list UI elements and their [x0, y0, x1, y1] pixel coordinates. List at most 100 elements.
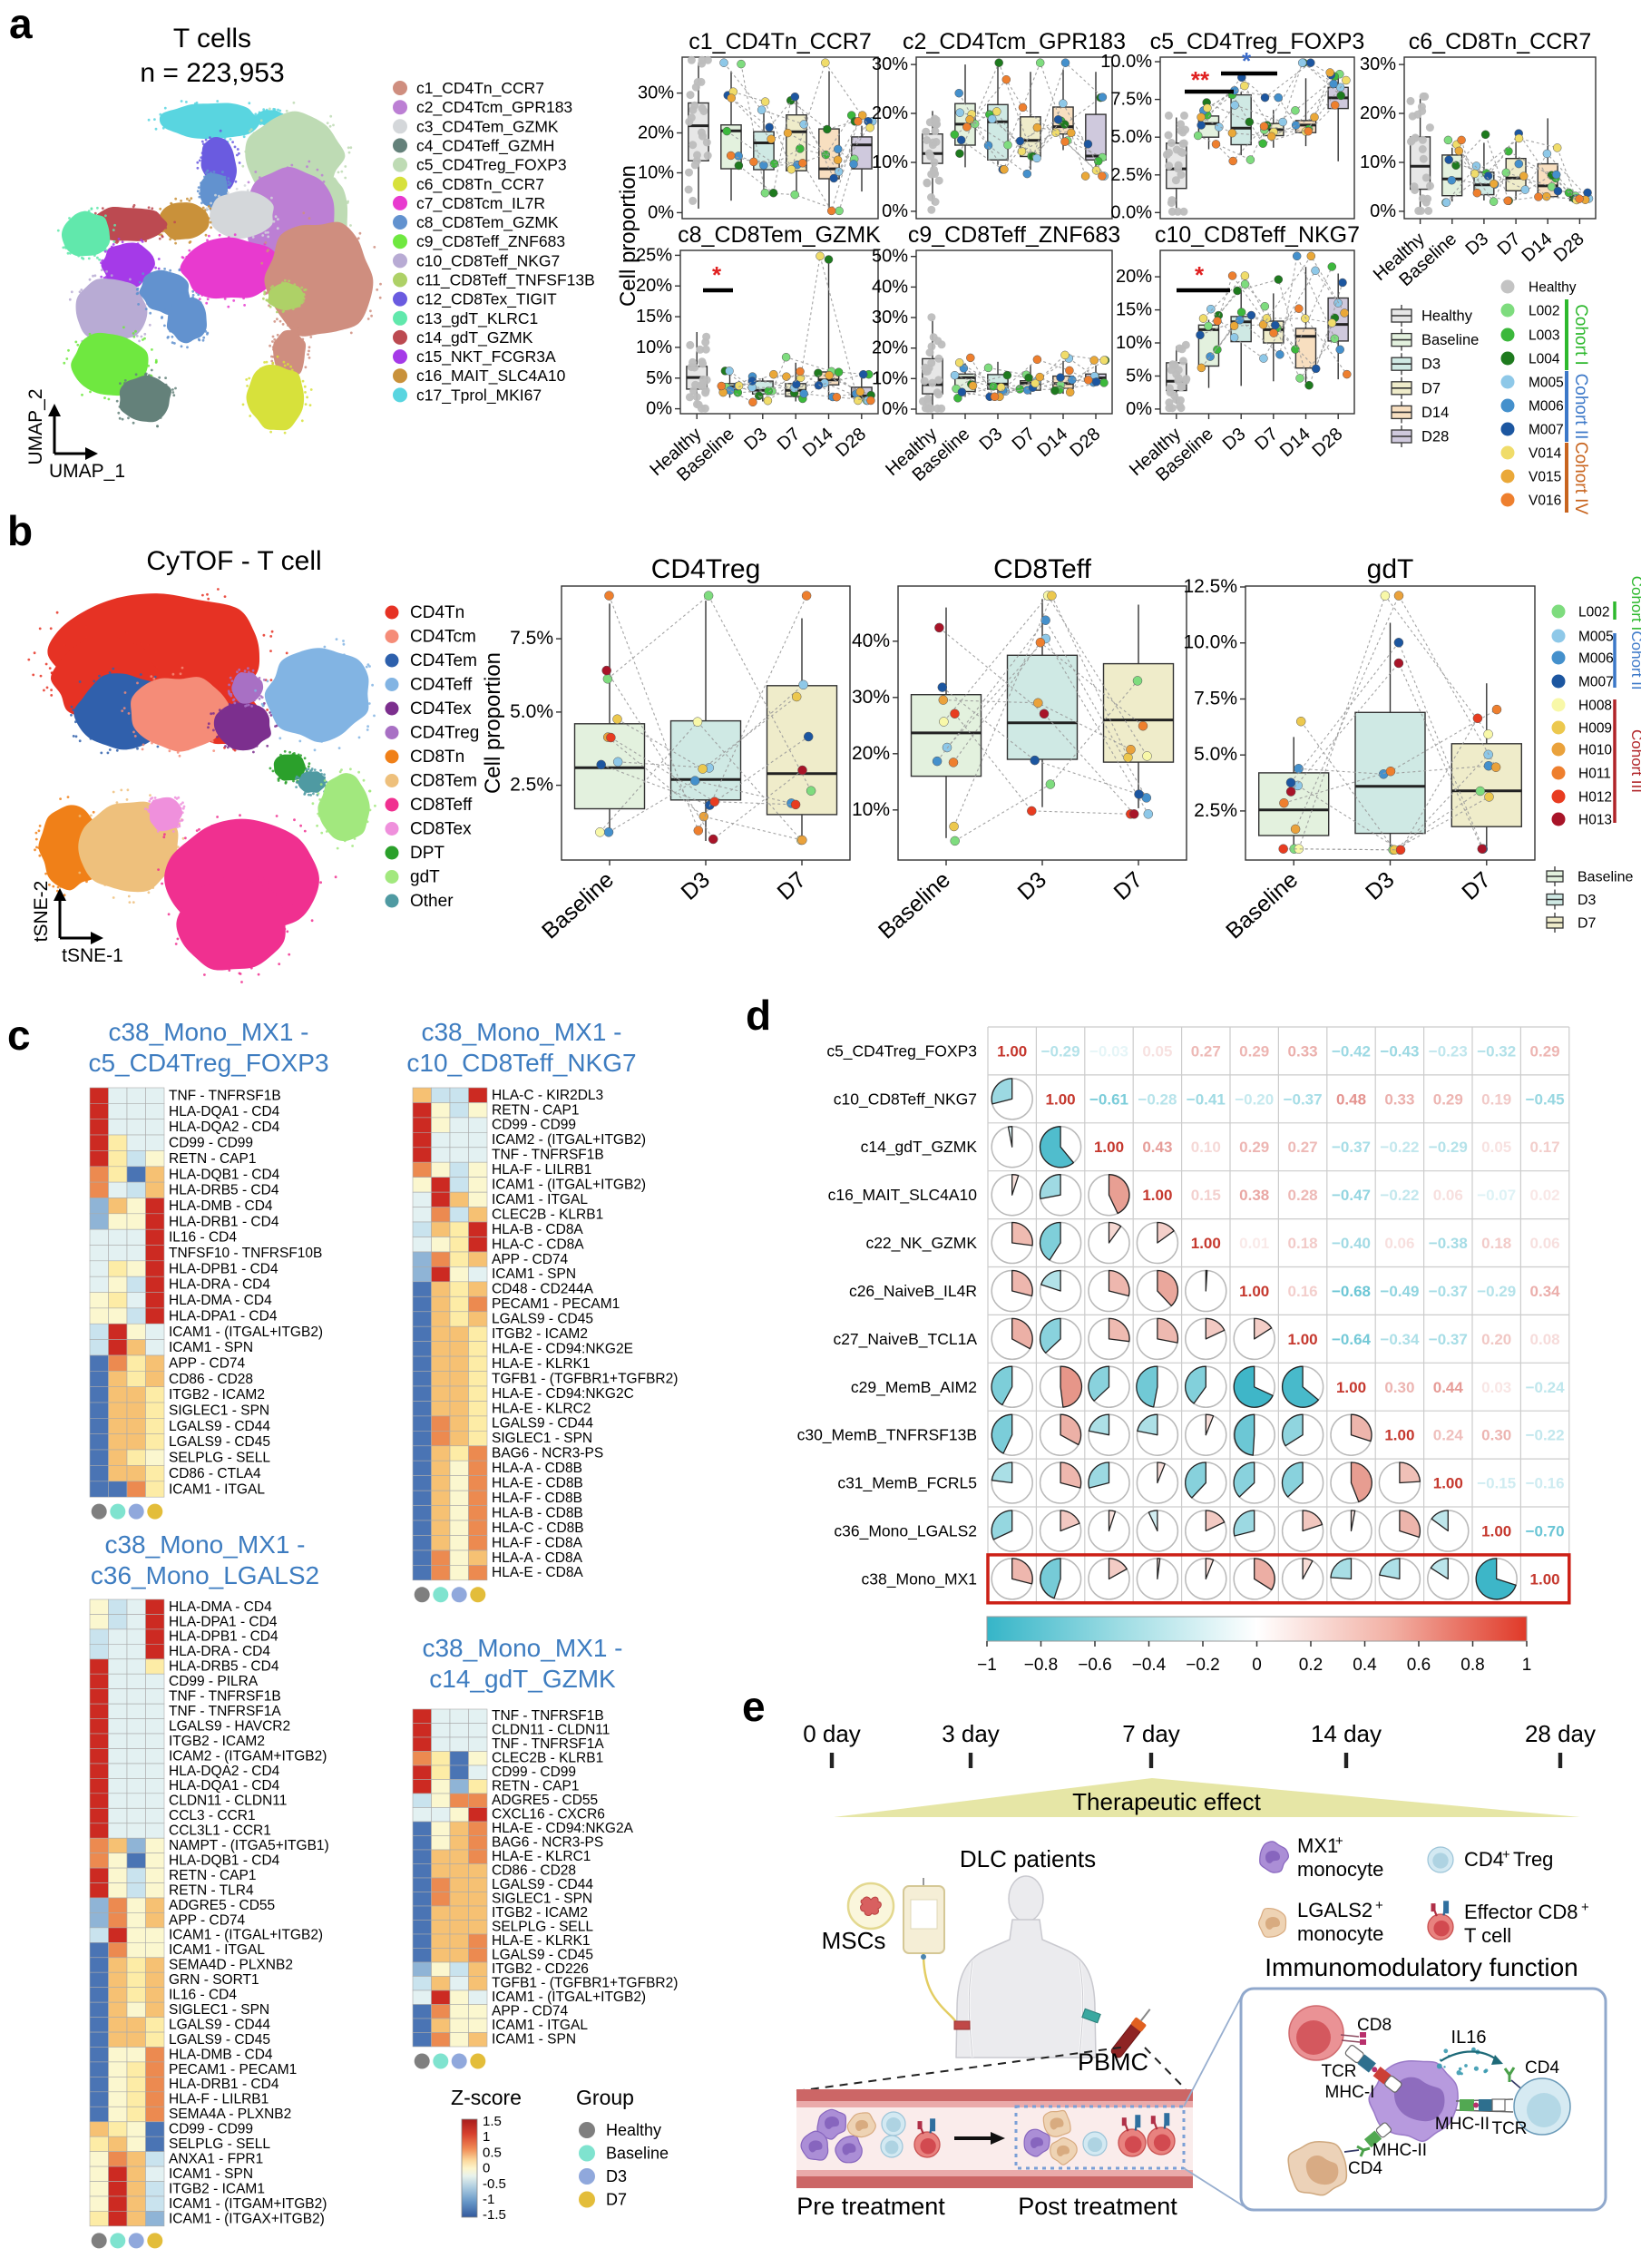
svg-text:HLA-E - KLRC2: HLA-E - KLRC2	[492, 1401, 591, 1416]
svg-text:0.30: 0.30	[1384, 1379, 1414, 1396]
svg-text:−0.47: −0.47	[1332, 1187, 1371, 1204]
svg-text:HLA-B - CD8A: HLA-B - CD8A	[492, 1222, 583, 1237]
svg-text:T cells: T cells	[173, 24, 251, 54]
svg-text:HLA-DQA2 - CD4: HLA-DQA2 - CD4	[169, 1119, 280, 1135]
svg-text:1.00: 1.00	[997, 1043, 1027, 1061]
svg-text:−0.37: −0.37	[1429, 1283, 1468, 1300]
svg-text:−0.6: −0.6	[1078, 1656, 1112, 1675]
svg-text:RETN - CAP1: RETN - CAP1	[169, 1151, 256, 1167]
svg-text:CD99 - CD99: CD99 - CD99	[169, 2122, 253, 2137]
svg-text:HLA-A - CD8B: HLA-A - CD8B	[492, 1461, 582, 1476]
svg-text:SEMA4A - PLXNB2: SEMA4A - PLXNB2	[169, 2107, 291, 2122]
svg-text:30%: 30%	[872, 54, 908, 74]
svg-text:HLA-F - CD8A: HLA-F - CD8A	[492, 1535, 583, 1550]
svg-text:ICAM1 - ITGAL: ICAM1 - ITGAL	[169, 1481, 265, 1497]
svg-text:ICAM1 - (ITGAL+ITGB2): ICAM1 - (ITGAL+ITGB2)	[492, 1989, 646, 2005]
svg-text:HLA-DPA1 - CD4: HLA-DPA1 - CD4	[169, 1614, 278, 1629]
svg-text:MX1: MX1	[1297, 1834, 1338, 1857]
svg-text:Cohort I: Cohort I	[1628, 576, 1641, 631]
svg-text:−0.32: −0.32	[1477, 1043, 1516, 1061]
svg-text:LGALS9 - CD45: LGALS9 - CD45	[169, 1434, 270, 1450]
svg-text:ITGB2 - ICAM2: ITGB2 - ICAM2	[492, 1326, 588, 1342]
svg-text:APP - CD74: APP - CD74	[169, 1912, 246, 1928]
svg-text:D7: D7	[1421, 380, 1441, 396]
svg-text:−0.61: −0.61	[1089, 1090, 1128, 1108]
svg-text:c38_Mono_MX1 -: c38_Mono_MX1 -	[108, 1018, 308, 1046]
svg-text:10.0%: 10.0%	[1100, 52, 1152, 72]
svg-text:1: 1	[483, 2129, 490, 2145]
svg-text:0.01: 0.01	[1239, 1235, 1269, 1252]
svg-text:UMAP_2: UMAP_2	[25, 388, 46, 464]
svg-text:monocyte: monocyte	[1297, 1858, 1383, 1881]
svg-text:1.00: 1.00	[1433, 1475, 1463, 1492]
svg-text:UMAP_1: UMAP_1	[49, 461, 125, 482]
svg-text:M005: M005	[1529, 376, 1564, 391]
svg-text:0.17: 0.17	[1530, 1139, 1560, 1156]
svg-text:−0.38: −0.38	[1429, 1235, 1468, 1252]
svg-text:APP - CD74: APP - CD74	[492, 1252, 569, 1267]
svg-text:20%: 20%	[852, 743, 890, 764]
svg-text:ANXA1 - FPR1: ANXA1 - FPR1	[169, 2152, 263, 2167]
svg-text:10.0%: 10.0%	[1183, 632, 1237, 653]
svg-text:CD8Tex: CD8Tex	[410, 820, 472, 839]
svg-text:CD99 - CD99: CD99 - CD99	[492, 1118, 576, 1133]
svg-text:ITGB2 - ICAM2: ITGB2 - ICAM2	[169, 1734, 265, 1749]
svg-text:c29_MemB_AIM2: c29_MemB_AIM2	[851, 1378, 977, 1397]
svg-text:0.28: 0.28	[1288, 1187, 1318, 1204]
svg-text:14 day: 14 day	[1311, 1720, 1382, 1747]
svg-text:Cohort I: Cohort I	[1571, 304, 1590, 366]
svg-text:2.5%: 2.5%	[1194, 800, 1237, 821]
svg-text:1.00: 1.00	[1239, 1283, 1269, 1300]
svg-text:0%: 0%	[1126, 399, 1152, 419]
svg-text:Cell proportion: Cell proportion	[616, 165, 640, 307]
svg-text:HLA-E - CD94:NKG2A: HLA-E - CD94:NKG2A	[492, 1821, 634, 1836]
svg-text:0.19: 0.19	[1481, 1090, 1511, 1108]
svg-text:−0.49: −0.49	[1380, 1283, 1419, 1300]
svg-text:c1_CD4Tn_CCR7: c1_CD4Tn_CCR7	[416, 79, 544, 98]
svg-text:Baseline: Baseline	[1421, 332, 1479, 348]
svg-text:10%: 10%	[1360, 152, 1396, 172]
svg-text:CD4: CD4	[1464, 1848, 1504, 1871]
svg-text:0.15: 0.15	[1191, 1187, 1221, 1204]
svg-text:c10_CD8Teff_NKG7: c10_CD8Teff_NKG7	[406, 1049, 636, 1077]
svg-text:ICAM1 - (ITGAM+ITGB2): ICAM1 - (ITGAM+ITGB2)	[169, 2196, 327, 2212]
svg-text:H011: H011	[1578, 767, 1611, 782]
svg-text:CLDN11 - CLDN11: CLDN11 - CLDN11	[169, 1794, 287, 1809]
svg-text:CLEC2B - KLRB1: CLEC2B - KLRB1	[492, 1207, 603, 1222]
svg-text:LGALS9 - CD45: LGALS9 - CD45	[492, 1948, 593, 1963]
svg-text:5%: 5%	[1126, 367, 1152, 386]
svg-text:LGALS9 - CD45: LGALS9 - CD45	[169, 2032, 270, 2048]
svg-text:SIGLEC1 - SPN: SIGLEC1 - SPN	[492, 1892, 592, 1907]
svg-text:D14: D14	[1421, 405, 1449, 421]
svg-text:-1.5: -1.5	[483, 2207, 506, 2223]
svg-text:Pre treatment: Pre treatment	[796, 2193, 945, 2220]
svg-text:30%: 30%	[1360, 54, 1396, 74]
svg-text:Z-score: Z-score	[451, 2086, 522, 2109]
svg-text:IL16: IL16	[1451, 2028, 1487, 2048]
svg-text:c8_CD8Tem_GZMK: c8_CD8Tem_GZMK	[678, 222, 881, 248]
svg-text:HLA-A - CD8A: HLA-A - CD8A	[492, 1550, 583, 1566]
svg-text:LGALS2: LGALS2	[1297, 1899, 1372, 1921]
svg-text:10%: 10%	[638, 163, 674, 183]
svg-text:c38_Mono_MX1 -: c38_Mono_MX1 -	[421, 1018, 621, 1046]
svg-text:ICAM1 - SPN: ICAM1 - SPN	[169, 1340, 253, 1355]
svg-text:ADGRE5 - CD55: ADGRE5 - CD55	[169, 1898, 275, 1913]
svg-text:7.5%: 7.5%	[1110, 90, 1152, 110]
svg-text:CD86 - CD28: CD86 - CD28	[492, 1863, 576, 1879]
svg-text:20%: 20%	[872, 103, 908, 123]
svg-text:D7: D7	[1578, 916, 1597, 932]
svg-text:D3: D3	[1421, 357, 1441, 373]
svg-text:PECAM1 - PECAM1: PECAM1 - PECAM1	[492, 1296, 620, 1312]
svg-text:−0.29: −0.29	[1477, 1283, 1516, 1300]
svg-text:1.00: 1.00	[1336, 1379, 1366, 1396]
svg-text:ICAM1 - ITGAL: ICAM1 - ITGAL	[492, 1192, 588, 1207]
svg-text:D7: D7	[606, 2191, 627, 2209]
svg-text:−0.03: −0.03	[1089, 1043, 1128, 1061]
svg-text:−0.20: −0.20	[1235, 1090, 1274, 1108]
svg-text:0.18: 0.18	[1481, 1235, 1511, 1252]
svg-text:50%: 50%	[872, 247, 908, 267]
svg-text:c30_MemB_TNFRSF13B: c30_MemB_TNFRSF13B	[797, 1426, 977, 1445]
svg-text:−0.23: −0.23	[1429, 1043, 1468, 1061]
svg-text:c10_CD8Teff_NKG7: c10_CD8Teff_NKG7	[834, 1090, 977, 1109]
svg-text:c31_MemB_FCRL5: c31_MemB_FCRL5	[837, 1474, 977, 1493]
